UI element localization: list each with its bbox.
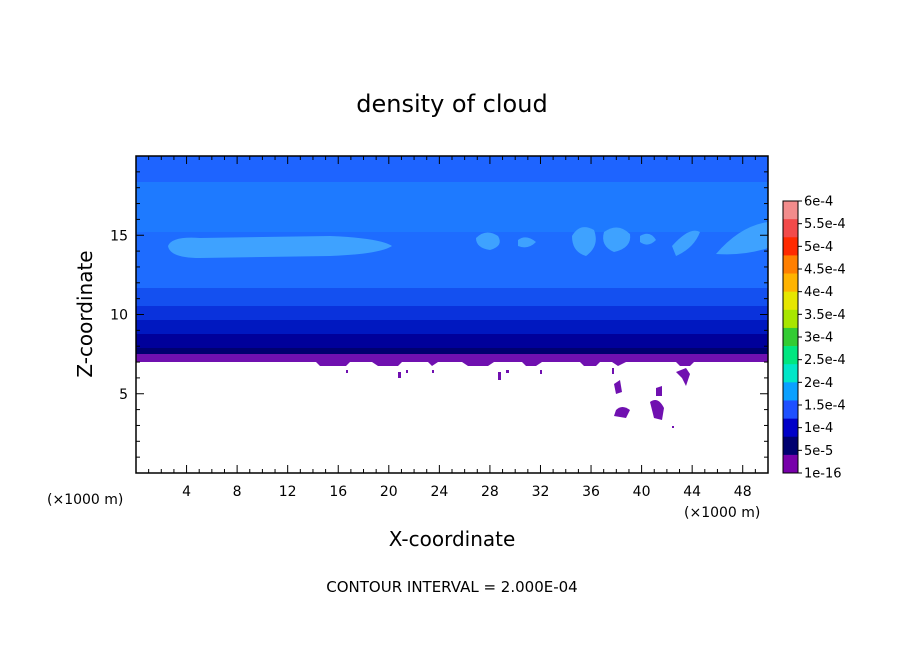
cloud-patch-left (168, 236, 392, 258)
cloud-patch-small-4 (603, 227, 631, 252)
y-unit-label: (×1000 m) (47, 492, 123, 508)
colorbar-label: 5e-4 (804, 240, 833, 255)
colorbar-label: 2e-4 (804, 376, 833, 391)
cloud-patch-small-1 (476, 232, 500, 250)
y-tick-label: 15 (110, 228, 128, 244)
cloud-base-edge (316, 358, 768, 366)
y-axis-title: Z-coordinate (73, 250, 97, 377)
colorbar-swatch (783, 364, 798, 383)
speck (614, 407, 630, 418)
x-ticks: 4 8 12 16 20 24 28 32 36 40 44 48 (148, 156, 756, 500)
speck (540, 370, 542, 374)
colorbar-label: 1e-4 (804, 421, 833, 436)
cloud-patch-small-2 (518, 237, 536, 248)
x-tick-label: 36 (582, 484, 600, 500)
x-tick-label: 4 (182, 484, 191, 500)
speck (346, 370, 348, 373)
colorbar-swatch (783, 255, 798, 274)
colorbar-label: 5.5e-4 (804, 217, 846, 232)
colorbar-swatch (783, 291, 798, 311)
colorbar-label: 5e-5 (804, 444, 833, 459)
speck (406, 370, 408, 373)
colorbar-swatch (783, 237, 798, 256)
colorbar-label: 3.5e-4 (804, 308, 846, 323)
colorbar-swatch (783, 219, 798, 238)
x-unit-label: (×1000 m) (684, 505, 760, 521)
x-tick-label: 28 (481, 484, 499, 500)
colorbar-label: 1.5e-4 (804, 399, 846, 414)
band-lower-1 (136, 288, 768, 306)
colorbar-swatch (783, 346, 798, 365)
speck (612, 368, 614, 374)
speck (614, 380, 622, 394)
speck (398, 372, 401, 378)
band-top (136, 156, 768, 182)
x-tick-label: 48 (734, 484, 752, 500)
speck (498, 372, 501, 380)
colorbar-swatch (783, 400, 798, 419)
y-ticks: 5 10 15 (110, 171, 768, 458)
speck (650, 400, 664, 420)
colorbar-swatch (783, 436, 798, 456)
speck (506, 370, 509, 373)
contour-interval-label: CONTOUR INTERVAL = 2.000E-04 (326, 578, 577, 596)
colorbar-label: 4.5e-4 (804, 263, 846, 278)
colorbar-swatch (783, 201, 798, 220)
colorbar-swatch (783, 418, 798, 438)
band-dark (136, 334, 768, 348)
colorbar-swatch (783, 327, 798, 347)
x-tick-label: 8 (233, 484, 242, 500)
cloud-patch-small-3 (572, 227, 596, 256)
colorbar-swatch (783, 454, 798, 474)
cloud-patch-right (716, 222, 768, 255)
x-axis-title: X-coordinate (389, 527, 516, 551)
x-tick-label: 32 (532, 484, 550, 500)
band-upper (136, 182, 768, 232)
band-darkest (136, 348, 768, 354)
x-tick-label: 40 (633, 484, 651, 500)
band-lower-2 (136, 306, 768, 320)
speck (676, 368, 690, 386)
colorbar-swatch (783, 309, 798, 329)
x-tick-label: 20 (380, 484, 398, 500)
colorbar-swatch (783, 382, 798, 401)
colorbar-label: 1e-16 (804, 467, 842, 482)
cloud-patch-small-6 (672, 230, 700, 256)
colorbar-swatch (783, 273, 798, 292)
colorbar-label: 6e-4 (804, 195, 833, 210)
colorbar-label: 3e-4 (804, 331, 833, 346)
x-tick-label: 12 (279, 484, 297, 500)
x-tick-label: 16 (329, 484, 347, 500)
chart-title: density of cloud (356, 90, 547, 118)
speck (432, 370, 434, 373)
cloud-patch-small-5 (640, 233, 656, 245)
band-lower-3 (136, 320, 768, 334)
colorbar-label: 4e-4 (804, 285, 833, 300)
speck (656, 386, 662, 396)
colorbar-label: 2.5e-4 (804, 353, 846, 368)
x-tick-label: 24 (430, 484, 448, 500)
x-tick-label: 44 (683, 484, 701, 500)
y-tick-label: 10 (110, 308, 128, 324)
speck (672, 426, 674, 428)
y-tick-label: 5 (119, 387, 128, 403)
colorbar: 6e-4 5.5e-4 5e-4 4.5e-4 4e-4 3.5e-4 3e-4 2.5e-4… (782, 195, 846, 482)
